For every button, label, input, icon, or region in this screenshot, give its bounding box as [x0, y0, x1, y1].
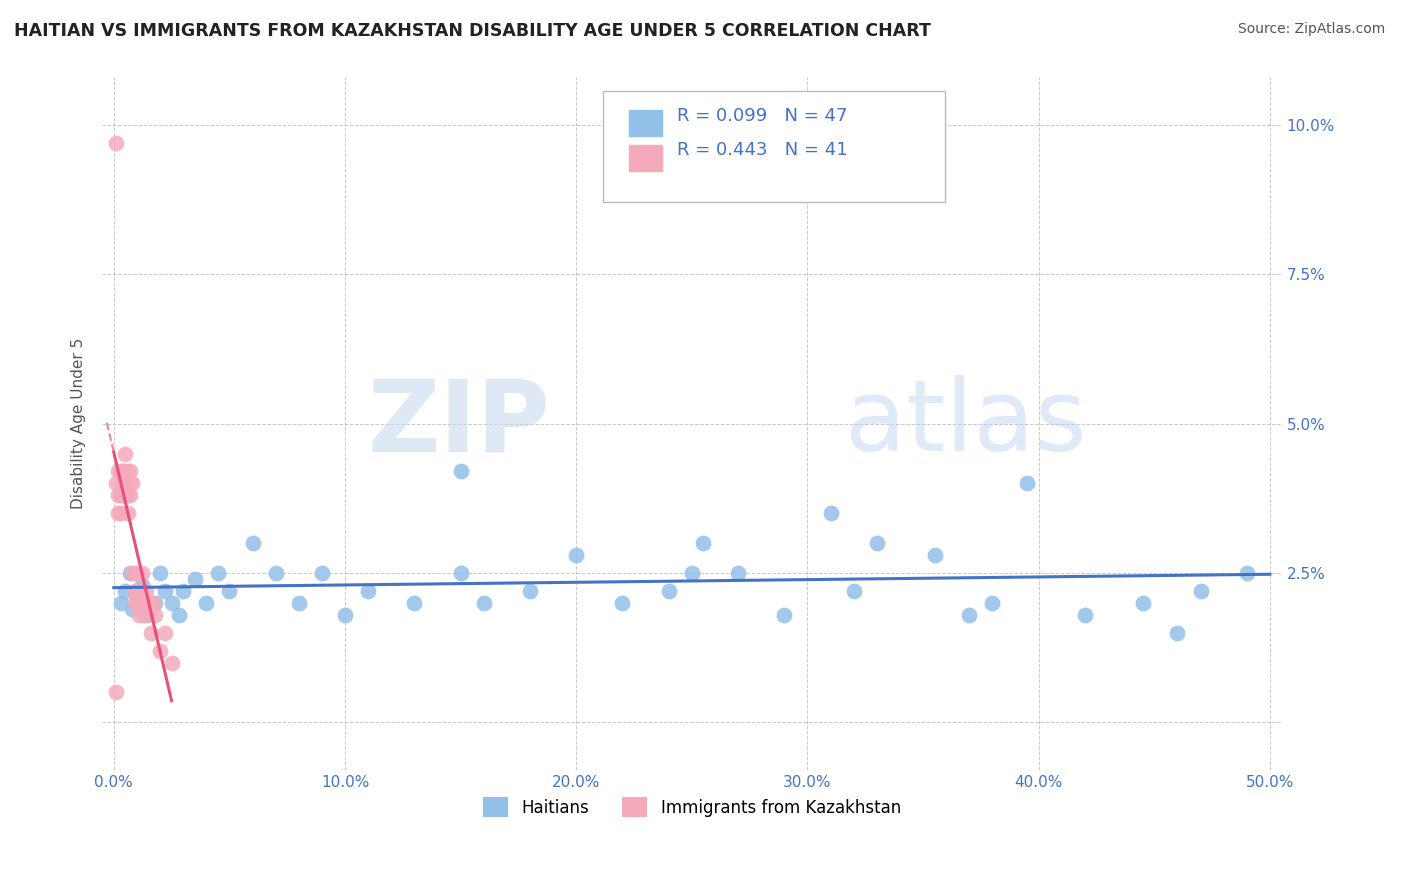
- Point: [117, 465, 139, 479]
- Point: [264, 566, 287, 580]
- Point: [131, 578, 153, 592]
- Point: [153, 625, 176, 640]
- FancyBboxPatch shape: [603, 91, 945, 202]
- Point: [218, 583, 240, 598]
- Point: [107, 488, 129, 502]
- Point: [924, 548, 946, 562]
- Point: [450, 465, 472, 479]
- Point: [773, 607, 796, 622]
- Point: [450, 566, 472, 580]
- Point: [866, 536, 889, 550]
- Point: [333, 607, 356, 622]
- Point: [357, 583, 380, 598]
- Point: [110, 596, 132, 610]
- Point: [565, 548, 588, 562]
- Point: [681, 566, 703, 580]
- Point: [1166, 625, 1188, 640]
- Point: [153, 583, 176, 598]
- Point: [1236, 566, 1258, 580]
- Point: [287, 596, 309, 610]
- Point: [114, 476, 136, 491]
- Point: [139, 625, 162, 640]
- Point: [149, 566, 172, 580]
- Point: [118, 488, 141, 502]
- Text: ZIP: ZIP: [367, 376, 550, 472]
- Point: [242, 536, 264, 550]
- Point: [311, 566, 333, 580]
- Point: [125, 566, 148, 580]
- Point: [118, 476, 141, 491]
- Point: [105, 685, 128, 699]
- Point: [110, 465, 132, 479]
- Point: [167, 607, 190, 622]
- Text: Source: ZipAtlas.com: Source: ZipAtlas.com: [1237, 22, 1385, 37]
- Point: [124, 583, 146, 598]
- Text: R = 0.443   N = 41: R = 0.443 N = 41: [676, 141, 848, 159]
- Point: [172, 583, 194, 598]
- Legend: Haitians, Immigrants from Kazakhstan: Haitians, Immigrants from Kazakhstan: [477, 790, 907, 824]
- Point: [111, 488, 134, 502]
- Point: [121, 602, 143, 616]
- Point: [117, 506, 139, 520]
- Point: [981, 596, 1004, 610]
- Point: [118, 465, 141, 479]
- Point: [658, 583, 681, 598]
- Point: [118, 566, 141, 580]
- Point: [124, 596, 146, 610]
- Point: [117, 488, 139, 502]
- Point: [842, 583, 865, 598]
- Point: [110, 488, 132, 502]
- Bar: [630, 110, 662, 136]
- Point: [1017, 476, 1039, 491]
- Point: [128, 607, 150, 622]
- Point: [138, 607, 160, 622]
- Point: [125, 583, 148, 598]
- Point: [692, 536, 714, 550]
- Point: [820, 506, 842, 520]
- Point: [132, 607, 155, 622]
- Point: [1132, 596, 1154, 610]
- Point: [128, 596, 150, 610]
- Point: [160, 656, 183, 670]
- Point: [195, 596, 218, 610]
- Point: [132, 596, 155, 610]
- Point: [114, 446, 136, 460]
- Point: [142, 596, 165, 610]
- Y-axis label: Disability Age Under 5: Disability Age Under 5: [72, 338, 86, 509]
- Point: [160, 596, 183, 610]
- Point: [149, 643, 172, 657]
- Point: [105, 136, 128, 150]
- Text: atlas: atlas: [845, 376, 1087, 472]
- Point: [727, 566, 749, 580]
- Point: [183, 572, 205, 586]
- Point: [114, 583, 136, 598]
- Point: [1074, 607, 1097, 622]
- Point: [957, 607, 980, 622]
- Point: [107, 465, 129, 479]
- Point: [131, 566, 153, 580]
- Point: [121, 566, 143, 580]
- Bar: [630, 145, 662, 171]
- Point: [111, 476, 134, 491]
- Text: HAITIAN VS IMMIGRANTS FROM KAZAKHSTAN DISABILITY AGE UNDER 5 CORRELATION CHART: HAITIAN VS IMMIGRANTS FROM KAZAKHSTAN DI…: [14, 22, 931, 40]
- Point: [131, 583, 153, 598]
- Point: [472, 596, 495, 610]
- Point: [121, 476, 143, 491]
- Point: [1189, 583, 1212, 598]
- Point: [125, 590, 148, 604]
- Point: [145, 596, 167, 610]
- Point: [404, 596, 426, 610]
- Point: [138, 596, 160, 610]
- Point: [110, 506, 132, 520]
- Point: [145, 607, 167, 622]
- Point: [612, 596, 634, 610]
- Point: [105, 476, 128, 491]
- Point: [114, 488, 136, 502]
- Point: [111, 465, 134, 479]
- Point: [107, 506, 129, 520]
- Point: [519, 583, 541, 598]
- Point: [207, 566, 229, 580]
- Text: R = 0.099   N = 47: R = 0.099 N = 47: [676, 106, 846, 125]
- Point: [135, 583, 157, 598]
